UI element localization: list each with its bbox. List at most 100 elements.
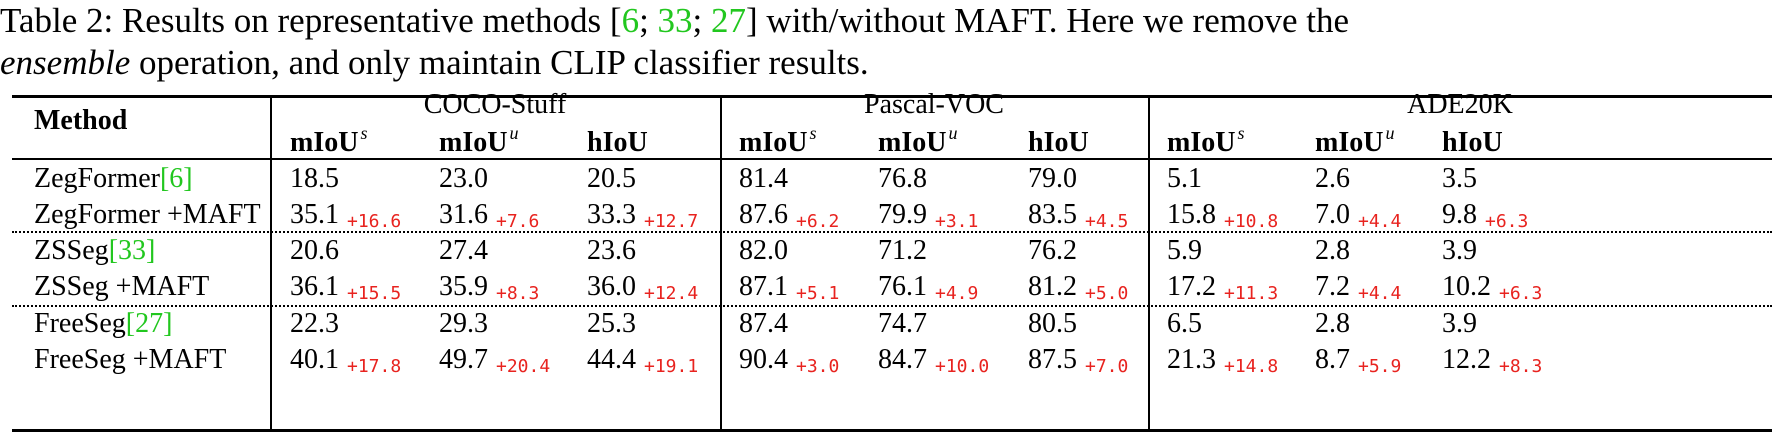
citation-link[interactable]: [27] xyxy=(125,308,173,339)
row-group-separator xyxy=(12,305,1772,307)
table-row-method: ZSSeg[33] xyxy=(34,235,155,267)
cell-value: 87.1 xyxy=(739,271,788,302)
metric-superscript: u xyxy=(509,123,519,143)
cell-value: 90.4 xyxy=(739,344,788,375)
cell-value: 10.2 xyxy=(1442,271,1491,302)
table-cell: 76.8 xyxy=(878,163,927,195)
metric-superscript: u xyxy=(1385,123,1395,143)
cell-delta: +17.8 xyxy=(347,356,402,377)
cell-value: 7.0 xyxy=(1315,199,1350,230)
cell-delta: +8.3 xyxy=(496,283,540,304)
table-row-method: FreeSeg[27] xyxy=(34,308,172,340)
table-cell: 81.2 +5.0 xyxy=(1028,271,1128,304)
column-divider xyxy=(1148,95,1150,429)
caption-suffix-2: operation, and only maintain CLIP classi… xyxy=(130,43,869,82)
metric-label: hIoU xyxy=(1028,127,1089,158)
citation-link[interactable]: 6 xyxy=(621,1,640,40)
metric-label: mIoU xyxy=(439,127,508,158)
cell-value: 8.7 xyxy=(1315,344,1350,375)
table-cell: 9.8 +6.3 xyxy=(1442,199,1529,232)
table-cell: 35.9 +8.3 xyxy=(439,271,540,304)
table-cell: 10.2 +6.3 xyxy=(1442,271,1543,304)
table-cell: 87.6 +6.2 xyxy=(739,199,839,232)
cell-delta: +4.4 xyxy=(1358,283,1402,304)
citation-link[interactable]: [6] xyxy=(159,163,193,194)
table-cell: 2.8 xyxy=(1315,235,1350,267)
citation-link[interactable]: 33 xyxy=(657,1,693,40)
metric-label: mIoU xyxy=(1315,127,1384,158)
cell-value: 81.4 xyxy=(739,163,788,194)
cell-value: 25.3 xyxy=(587,308,636,339)
group-header: COCO-Stuff xyxy=(423,89,567,120)
caption-suffix: ] with/without MAFT. Here we remove the xyxy=(746,1,1349,40)
table-cell: 21.3 +14.8 xyxy=(1167,344,1278,377)
cell-delta: +7.6 xyxy=(496,211,540,232)
table-cell: 36.0 +12.4 xyxy=(587,271,699,304)
cell-value: 27.4 xyxy=(439,235,488,266)
table-cell: 2.6 xyxy=(1315,163,1350,195)
cell-delta: +6.3 xyxy=(1485,211,1529,232)
cell-value: 49.7 xyxy=(439,344,488,375)
caption-line-2: ensemble operation, and only maintain CL… xyxy=(0,42,1783,84)
cell-value: 36.0 xyxy=(587,271,636,302)
cell-value: 18.5 xyxy=(290,163,339,194)
metric-label: mIoU xyxy=(878,127,947,158)
cell-value: 33.3 xyxy=(587,199,636,230)
table-cell: 29.3 xyxy=(439,308,488,340)
table-cell: 79.9 +3.1 xyxy=(878,199,979,232)
table-cell: 87.5 +7.0 xyxy=(1028,344,1128,377)
table-cell: 6.5 xyxy=(1167,308,1202,340)
metric-superscript: s xyxy=(1237,123,1245,143)
cell-value: 87.5 xyxy=(1028,344,1077,375)
cell-value: 35.1 xyxy=(290,199,339,230)
column-divider xyxy=(270,95,272,429)
cell-value: 82.0 xyxy=(739,235,788,266)
cell-value: 3.9 xyxy=(1442,308,1477,339)
citation-link[interactable]: 27 xyxy=(711,1,747,40)
cell-value: 3.5 xyxy=(1442,163,1477,194)
column-header-metric: hIoU xyxy=(587,127,648,159)
cell-value: 81.2 xyxy=(1028,271,1077,302)
cell-delta: +3.1 xyxy=(935,211,979,232)
cell-value: 6.5 xyxy=(1167,308,1202,339)
cell-delta: +12.4 xyxy=(644,283,699,304)
citation-link[interactable]: [33] xyxy=(108,235,156,266)
table-cell: 23.6 xyxy=(587,235,636,267)
caption-sep: ; xyxy=(692,1,712,40)
cell-delta: +19.1 xyxy=(644,356,699,377)
column-header-metric: mIoU u xyxy=(1315,123,1394,159)
cell-delta: +11.3 xyxy=(1224,283,1279,304)
table-cell: 20.6 xyxy=(290,235,339,267)
table-cell: 27.4 xyxy=(439,235,488,267)
top-rule xyxy=(12,95,1772,98)
table-row-method: FreeSeg +MAFT xyxy=(34,344,226,376)
table-cell: 36.1 +15.5 xyxy=(290,271,401,304)
cell-value: 2.8 xyxy=(1315,308,1350,339)
metric-label: mIoU xyxy=(1167,127,1236,158)
cell-delta: +6.3 xyxy=(1499,283,1543,304)
cell-value: 2.8 xyxy=(1315,235,1350,266)
cell-value: 35.9 xyxy=(439,271,488,302)
cell-value: 29.3 xyxy=(439,308,488,339)
cell-value: 17.2 xyxy=(1167,271,1216,302)
cell-value: 76.8 xyxy=(878,163,927,194)
metric-superscript: u xyxy=(948,123,958,143)
table-cell: 31.6 +7.6 xyxy=(439,199,540,232)
table-row-method: ZegFormer +MAFT xyxy=(34,199,261,231)
table-cell: 76.1 +4.9 xyxy=(878,271,978,304)
cell-value: 44.4 xyxy=(587,344,636,375)
cell-value: 15.8 xyxy=(1167,199,1216,230)
table-cell: 87.1 +5.1 xyxy=(739,271,839,304)
column-divider xyxy=(720,95,722,429)
column-header-metric: mIoU u xyxy=(439,123,518,159)
method-name: FreeSeg xyxy=(34,308,126,339)
cell-value: 12.2 xyxy=(1442,344,1491,375)
row-group-separator xyxy=(12,231,1772,233)
metric-label: hIoU xyxy=(587,127,648,158)
cell-delta: +4.4 xyxy=(1358,211,1402,232)
metric-superscript: s xyxy=(360,123,368,143)
cell-delta: +10.0 xyxy=(935,356,990,377)
table-cell: 71.2 xyxy=(878,235,927,267)
header-rule xyxy=(12,158,1772,160)
cell-value: 79.0 xyxy=(1028,163,1077,194)
